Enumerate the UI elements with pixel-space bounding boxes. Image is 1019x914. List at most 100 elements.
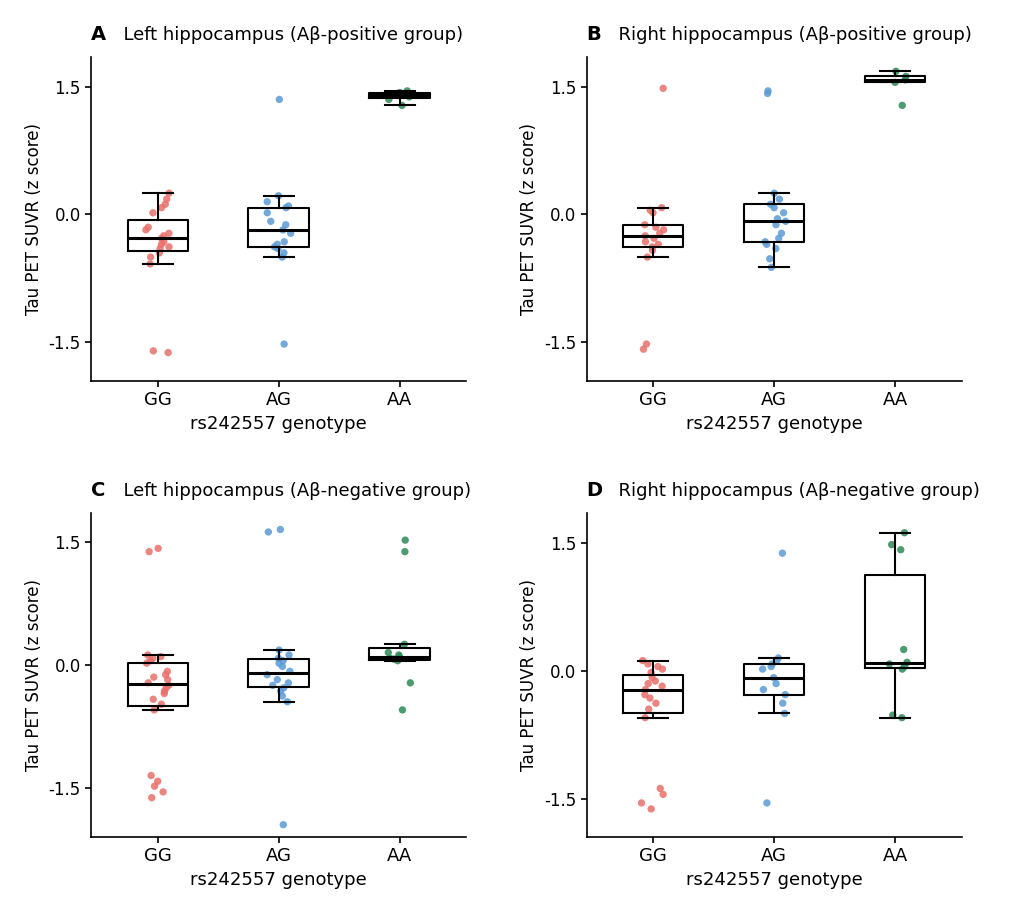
- Point: [401, 675, 418, 690]
- Y-axis label: Tau PET SUVR (z score): Tau PET SUVR (z score): [25, 579, 43, 771]
- Point: [769, 231, 786, 246]
- Point: [274, 688, 290, 703]
- Text: C: C: [91, 481, 106, 500]
- Point: [896, 526, 912, 540]
- Point: [259, 206, 275, 220]
- Point: [765, 186, 782, 200]
- Text: D: D: [586, 481, 602, 500]
- Point: [767, 654, 784, 668]
- Point: [280, 648, 297, 663]
- X-axis label: rs242557 genotype: rs242557 genotype: [685, 415, 862, 432]
- Point: [380, 92, 396, 107]
- X-axis label: rs242557 genotype: rs242557 genotype: [191, 871, 367, 889]
- Point: [266, 239, 282, 254]
- Point: [272, 522, 288, 537]
- Point: [153, 237, 169, 251]
- Point: [776, 214, 793, 228]
- Point: [282, 226, 299, 240]
- Point: [276, 336, 292, 351]
- Point: [156, 686, 172, 701]
- Point: [638, 336, 654, 351]
- Point: [280, 675, 297, 690]
- Point: [880, 656, 897, 671]
- Point: [765, 200, 782, 215]
- Point: [635, 342, 651, 356]
- Point: [158, 680, 174, 695]
- Point: [141, 545, 157, 559]
- Point: [893, 710, 909, 725]
- Point: [396, 88, 413, 102]
- Point: [758, 237, 774, 251]
- Point: [142, 257, 158, 271]
- Point: [385, 652, 401, 666]
- Point: [754, 682, 770, 696]
- Text: Left hippocampus (Aβ-positive group): Left hippocampus (Aβ-positive group): [112, 26, 463, 44]
- Point: [389, 654, 406, 668]
- Point: [651, 226, 667, 240]
- Point: [772, 226, 789, 240]
- Point: [651, 781, 667, 796]
- Point: [655, 222, 672, 237]
- Point: [262, 214, 278, 228]
- Point: [765, 670, 782, 685]
- Point: [152, 241, 168, 256]
- Point: [886, 75, 902, 90]
- Point: [143, 768, 159, 782]
- Point: [145, 206, 161, 220]
- Point: [146, 670, 162, 685]
- Point: [269, 237, 285, 251]
- Point: [636, 710, 652, 725]
- Point: [639, 676, 655, 691]
- Point: [773, 696, 790, 710]
- Point: [637, 235, 653, 250]
- Point: [156, 228, 172, 243]
- Point: [144, 791, 160, 805]
- Point: [150, 774, 166, 789]
- Point: [146, 703, 162, 717]
- Point: [138, 222, 154, 237]
- Point: [264, 678, 280, 693]
- Point: [398, 83, 415, 98]
- Point: [271, 92, 287, 107]
- Point: [140, 648, 156, 663]
- Point: [145, 344, 161, 358]
- Point: [654, 787, 671, 802]
- Point: [644, 206, 660, 220]
- Point: [156, 235, 172, 250]
- Point: [390, 649, 407, 664]
- Point: [763, 656, 780, 671]
- Point: [259, 667, 275, 682]
- Point: [275, 680, 291, 695]
- Point: [767, 218, 784, 232]
- Y-axis label: Tau PET SUVR (z score): Tau PET SUVR (z score): [520, 579, 538, 771]
- Point: [776, 687, 793, 702]
- Point: [272, 684, 288, 698]
- Point: [158, 192, 174, 207]
- Point: [391, 85, 408, 100]
- Point: [269, 673, 285, 687]
- Point: [645, 231, 661, 246]
- Point: [150, 541, 166, 556]
- Point: [159, 673, 175, 687]
- Point: [279, 695, 296, 709]
- Point: [277, 218, 293, 232]
- Point: [649, 237, 665, 251]
- Point: [646, 674, 662, 688]
- Y-axis label: Tau PET SUVR (z score): Tau PET SUVR (z score): [520, 122, 538, 314]
- Text: Right hippocampus (Aβ-positive group): Right hippocampus (Aβ-positive group): [606, 26, 971, 44]
- Point: [897, 69, 913, 84]
- Point: [153, 200, 169, 215]
- Point: [276, 235, 292, 250]
- Y-axis label: Tau PET SUVR (z score): Tau PET SUVR (z score): [25, 122, 43, 314]
- Point: [761, 251, 777, 266]
- Point: [160, 678, 176, 693]
- Point: [637, 228, 653, 243]
- Point: [653, 200, 669, 215]
- Point: [633, 795, 649, 810]
- Point: [270, 651, 286, 665]
- Point: [754, 662, 770, 676]
- Point: [775, 707, 792, 721]
- Point: [636, 687, 652, 702]
- Point: [153, 649, 169, 664]
- Point: [647, 696, 663, 710]
